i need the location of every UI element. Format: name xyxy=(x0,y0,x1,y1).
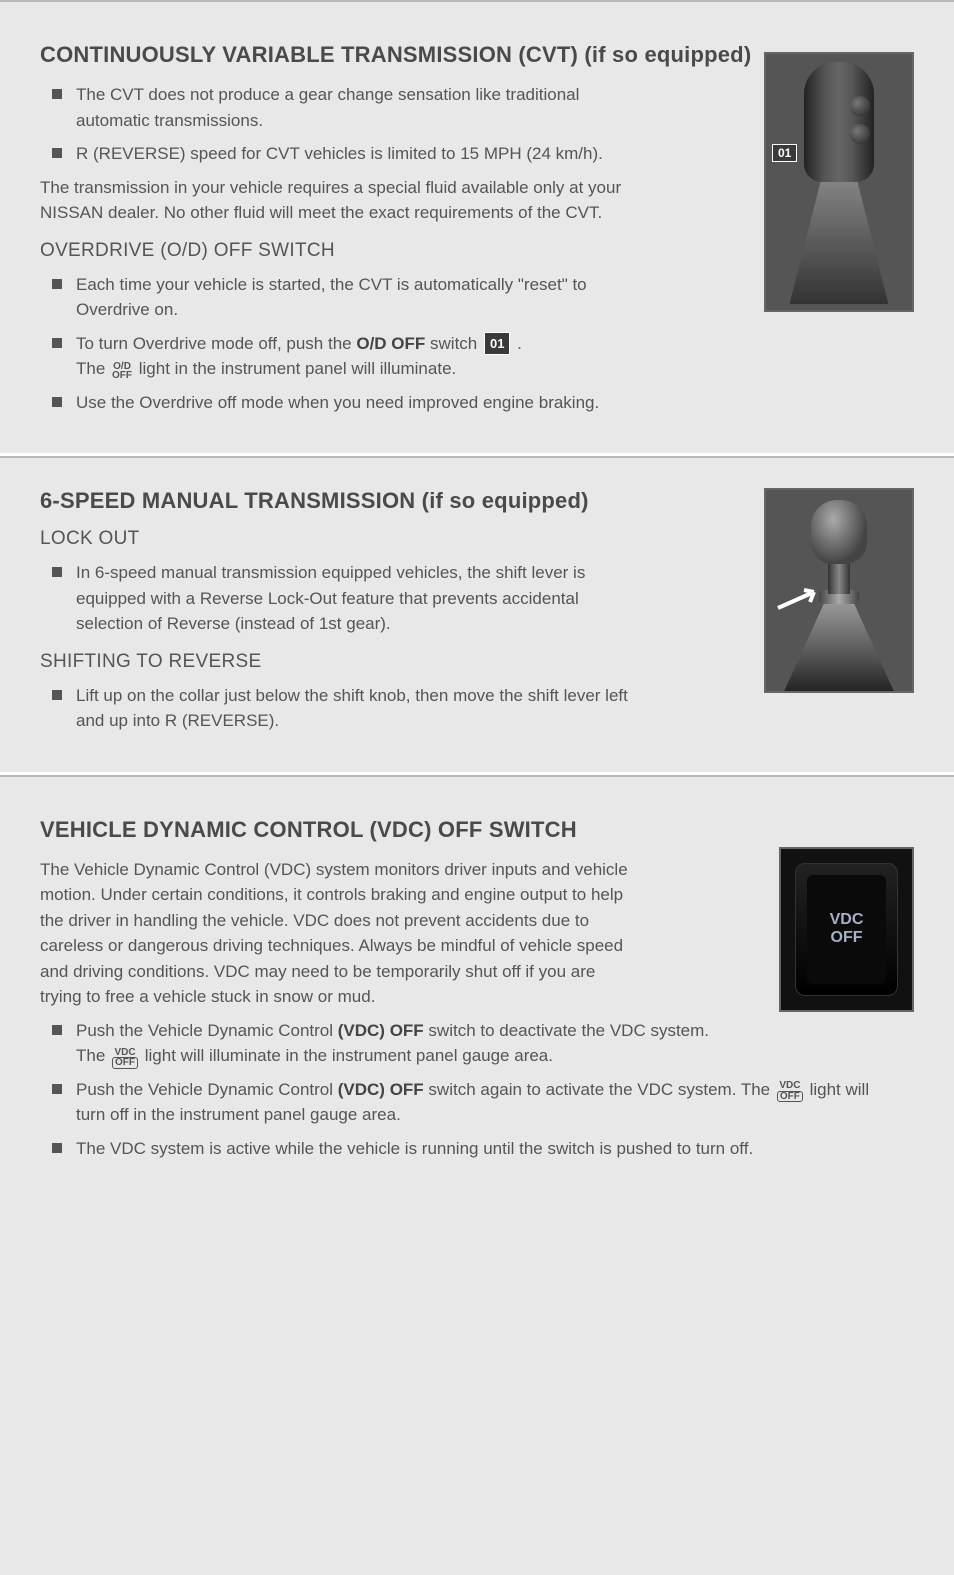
cvt-title-paren: (if so equipped) xyxy=(578,42,751,67)
vdc-b1-bold: (VDC) OFF xyxy=(338,1021,424,1040)
cvt-title-main: CONTINUOUSLY VARIABLE TRANSMISSION (CVT) xyxy=(40,42,578,67)
od-b2-mid: switch xyxy=(425,334,482,353)
vdc-b1-post: light will illuminate in the instrument … xyxy=(140,1046,553,1065)
vdc-b2-mid: switch again to activate the VDC system.… xyxy=(424,1080,775,1099)
vdc-ind-top-2: VDC xyxy=(777,1081,803,1091)
od-ind-bot: OFF xyxy=(112,371,132,381)
cvt-od-bullet-2: To turn Overdrive mode off, push the O/D… xyxy=(40,331,640,382)
manual-boot xyxy=(779,602,899,692)
manual-lockout-bullet-1: In 6-speed manual transmission equipped … xyxy=(40,560,640,637)
vdc-off-indicator-icon-2: VDCOFF xyxy=(777,1081,803,1102)
cvt-callout-01: 01 xyxy=(772,144,797,162)
cvt-od-bullet-1: Each time your vehicle is started, the C… xyxy=(40,272,640,323)
vdc-ind-bot-1: OFF xyxy=(112,1057,138,1069)
figure-cvt-shifter: 01 xyxy=(764,52,914,312)
vdc-ind-bot-2: OFF xyxy=(777,1091,803,1103)
cvt-od-bullet-3: Use the Overdrive off mode when you need… xyxy=(40,390,800,416)
vdc-off-indicator-icon: VDCOFF xyxy=(112,1048,138,1069)
vdc-body: The Vehicle Dynamic Control (VDC) system… xyxy=(40,857,640,1010)
figure-vdc-switch: VDC OFF xyxy=(779,847,914,1012)
section-manual: 6-SPEED MANUAL TRANSMISSION (if so equip… xyxy=(0,458,954,775)
vdc-switch-face: VDC OFF xyxy=(807,875,886,984)
lift-arrow-icon xyxy=(774,582,826,614)
cvt-fluid-note: The transmission in your vehicle require… xyxy=(40,175,640,226)
manual-title-paren: (if so equipped) xyxy=(415,488,588,513)
manual-reverse-bullet-1: Lift up on the collar just below the shi… xyxy=(40,683,660,734)
vdc-bullet-3: The VDC system is active while the vehic… xyxy=(40,1136,870,1162)
vdc-label-l1: VDC xyxy=(830,911,864,928)
callout-01-inline: 01 xyxy=(484,332,510,356)
vdc-b1-pre: Push the Vehicle Dynamic Control xyxy=(76,1021,338,1040)
cvt-bullet-2: R (REVERSE) speed for CVT vehicles is li… xyxy=(40,141,640,167)
vdc-label-l2: OFF xyxy=(831,929,863,946)
figure-manual-shifter xyxy=(764,488,914,693)
manual-knob xyxy=(811,500,867,564)
vdc-bullets: Push the Vehicle Dynamic Control (VDC) O… xyxy=(40,1018,914,1162)
manual-shaft xyxy=(828,560,850,594)
cvt-shifter-boot xyxy=(784,174,894,304)
section-vdc: VDC OFF VEHICLE DYNAMIC CONTROL (VDC) OF… xyxy=(0,777,954,1350)
vdc-b2-bold: (VDC) OFF xyxy=(338,1080,424,1099)
cvt-shifter-body xyxy=(804,62,874,182)
cvt-shifter-button xyxy=(850,96,870,116)
od-b2-pre: To turn Overdrive mode off, push the xyxy=(76,334,356,353)
od-b2-l2a: The xyxy=(76,359,110,378)
od-b2-l2b: light in the instrument panel will illum… xyxy=(134,359,456,378)
section-cvt: 01 CONTINUOUSLY VARIABLE TRANSMISSION (C… xyxy=(0,2,954,456)
od-off-bold: O/D OFF xyxy=(356,334,425,353)
vdc-title: VEHICLE DYNAMIC CONTROL (VDC) OFF SWITCH xyxy=(40,817,914,843)
vdc-bullet-1: Push the Vehicle Dynamic Control (VDC) O… xyxy=(40,1018,740,1069)
cvt-bullet-1: The CVT does not produce a gear change s… xyxy=(40,82,640,133)
vdc-bullet-2: Push the Vehicle Dynamic Control (VDC) O… xyxy=(40,1077,870,1128)
vdc-switch-label: VDC OFF xyxy=(830,911,864,948)
cvt-od-off-button xyxy=(850,124,870,144)
vdc-ind-top-1: VDC xyxy=(112,1048,138,1058)
manual-page: 01 CONTINUOUSLY VARIABLE TRANSMISSION (C… xyxy=(0,0,954,1349)
od-off-indicator-icon: O/DOFF xyxy=(112,362,132,381)
od-b2-post: . xyxy=(512,334,521,353)
manual-title-main: 6-SPEED MANUAL TRANSMISSION xyxy=(40,488,415,513)
vdc-b2-pre: Push the Vehicle Dynamic Control xyxy=(76,1080,338,1099)
